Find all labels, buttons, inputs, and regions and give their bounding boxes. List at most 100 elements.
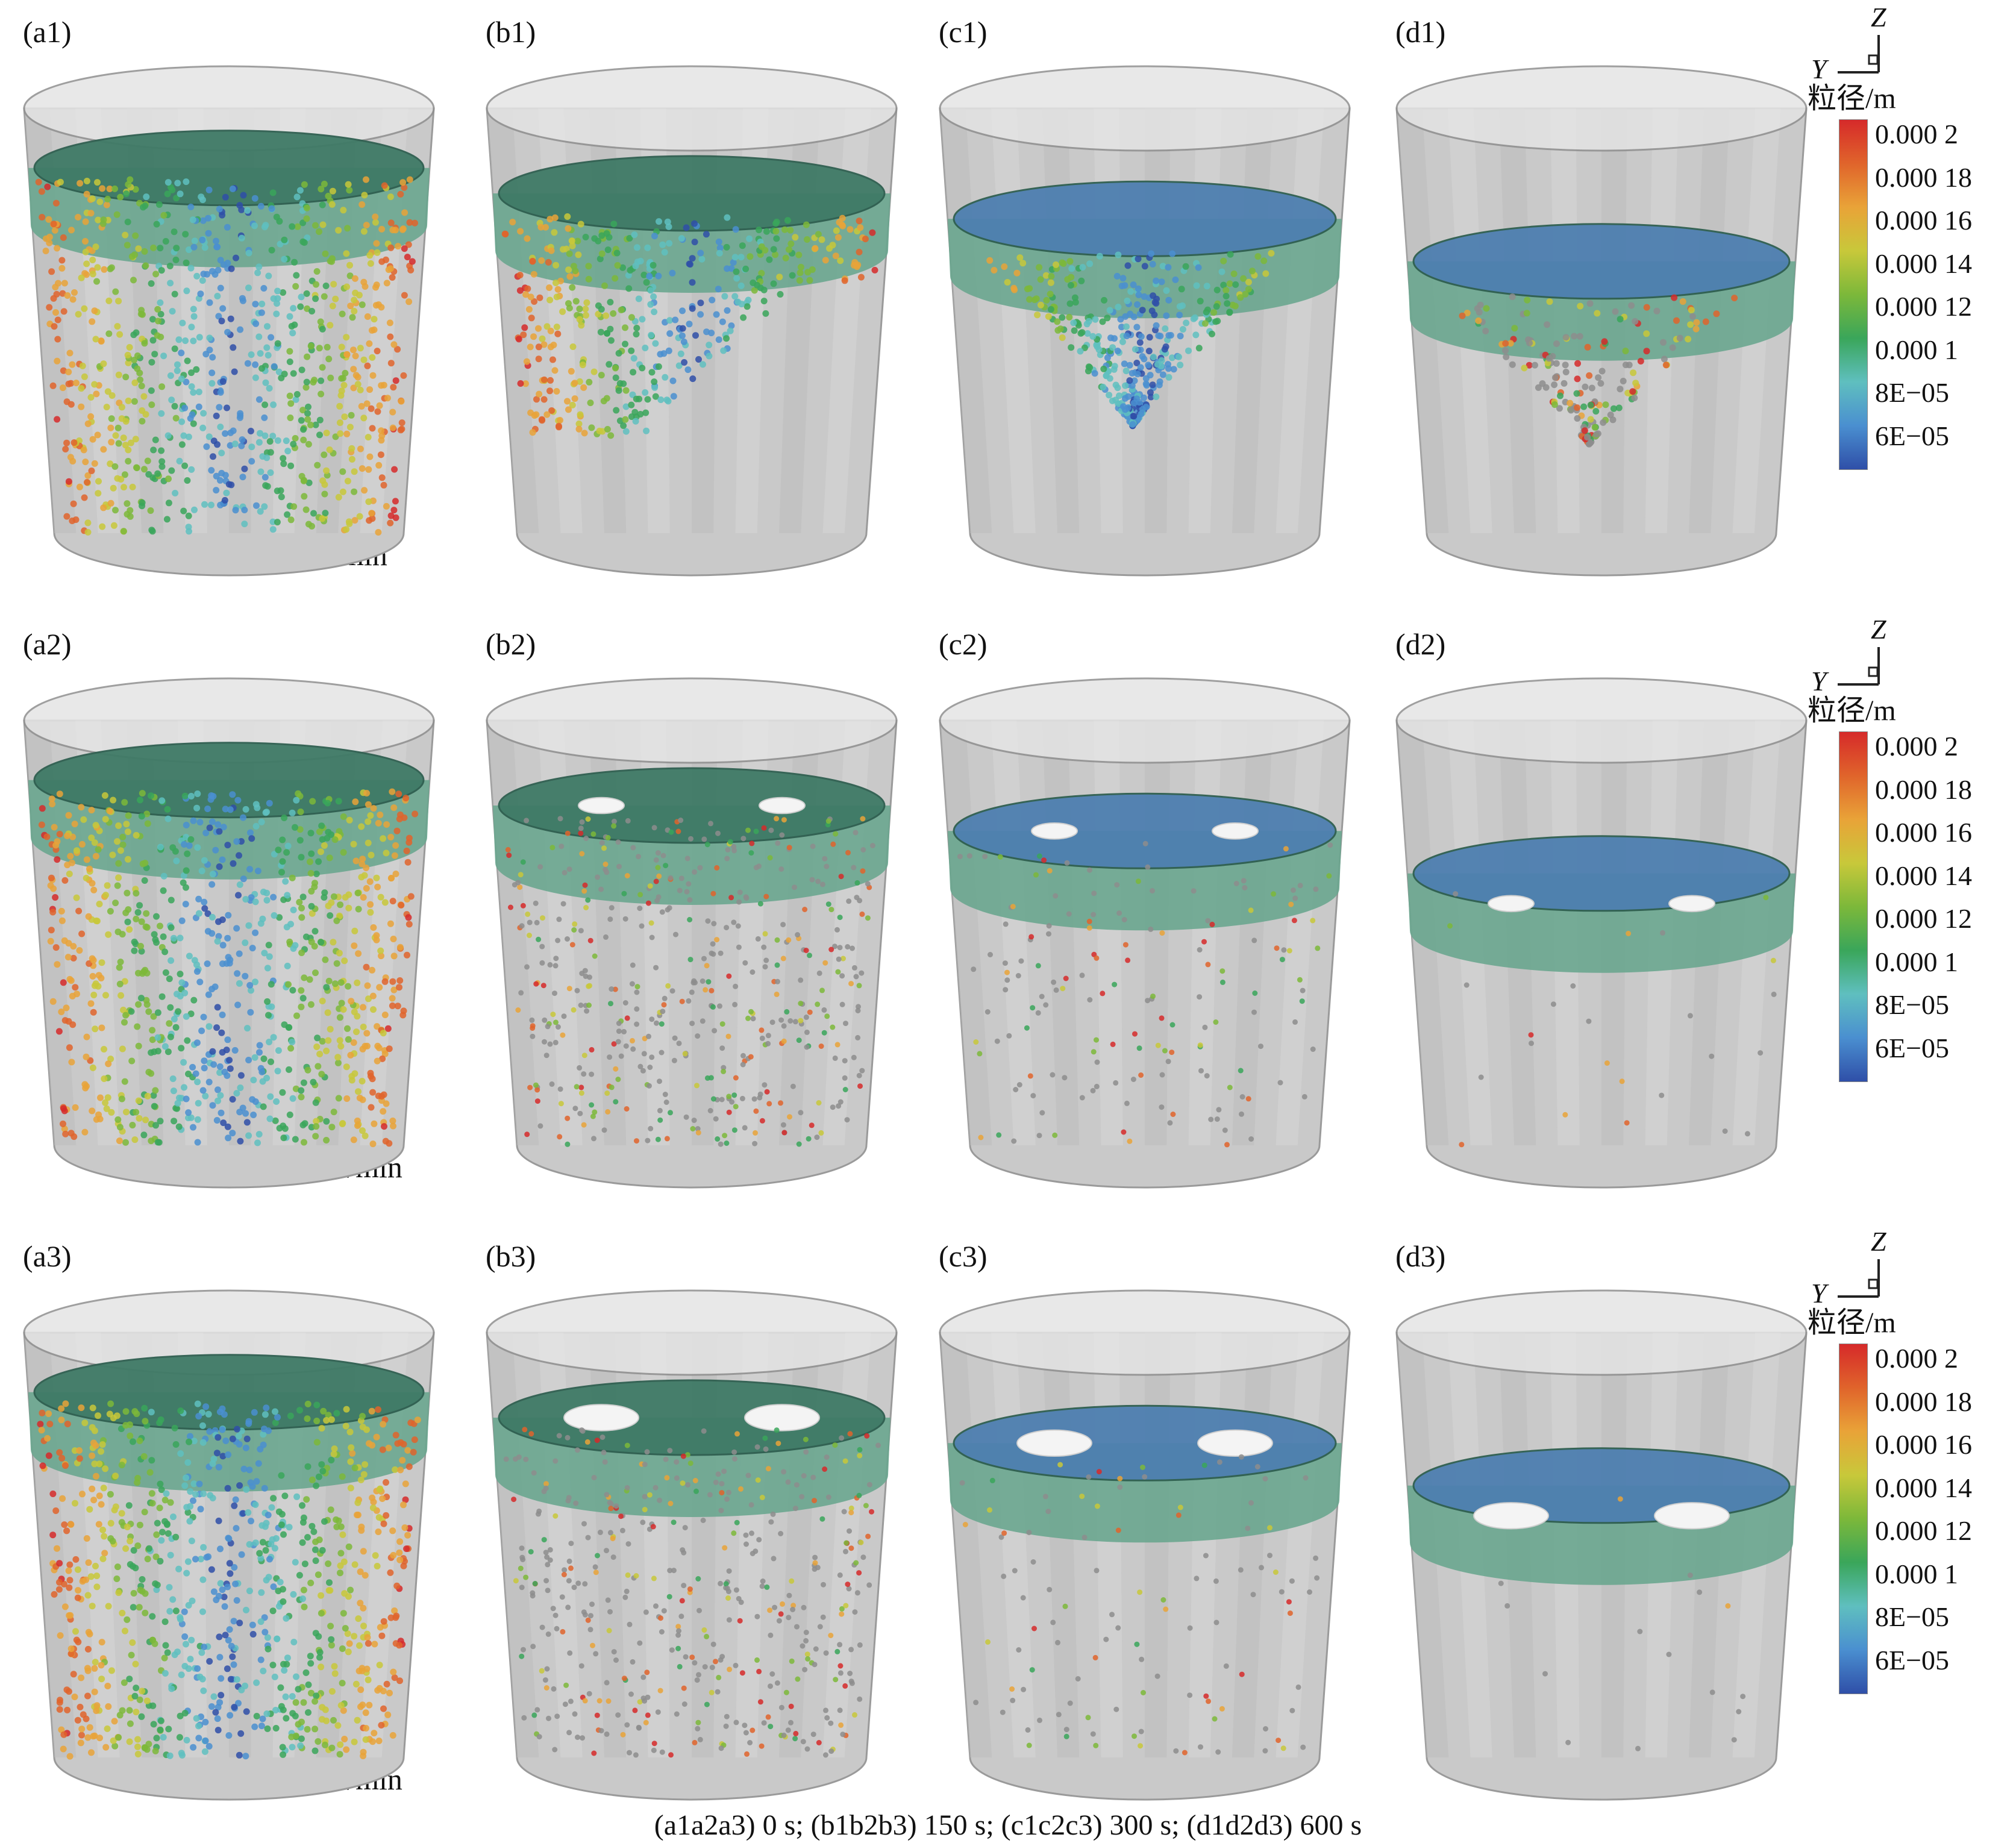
particle bbox=[642, 409, 650, 416]
particle bbox=[1110, 1041, 1116, 1047]
particle bbox=[857, 1453, 863, 1459]
particle bbox=[529, 258, 536, 265]
particle bbox=[202, 830, 210, 836]
particle bbox=[75, 311, 82, 318]
particle bbox=[666, 1594, 672, 1600]
particle bbox=[648, 1125, 654, 1131]
particle bbox=[187, 204, 195, 210]
particle bbox=[195, 389, 202, 395]
particle bbox=[567, 1650, 573, 1656]
particle bbox=[238, 1686, 245, 1694]
particle bbox=[258, 309, 265, 316]
particle bbox=[364, 362, 371, 369]
particle bbox=[648, 369, 656, 376]
particle bbox=[173, 245, 180, 252]
particle bbox=[628, 347, 635, 354]
particle bbox=[133, 1685, 140, 1692]
particle bbox=[337, 1043, 345, 1050]
particle bbox=[379, 1495, 386, 1502]
particle bbox=[1758, 1050, 1764, 1056]
particle bbox=[680, 1453, 686, 1459]
particle bbox=[214, 243, 221, 251]
panel-label-a1: (a1) bbox=[23, 15, 72, 49]
particle bbox=[206, 1428, 213, 1435]
particle bbox=[182, 231, 189, 238]
particle bbox=[1153, 393, 1160, 401]
particle bbox=[585, 897, 591, 903]
particle bbox=[188, 369, 195, 377]
particle bbox=[647, 301, 654, 308]
particle bbox=[183, 834, 190, 840]
particle bbox=[80, 816, 87, 823]
particle bbox=[381, 978, 389, 985]
particle bbox=[373, 1433, 380, 1441]
particle bbox=[1004, 977, 1010, 983]
particle bbox=[687, 1460, 693, 1466]
particle bbox=[246, 866, 253, 873]
particle bbox=[842, 1075, 848, 1081]
particle bbox=[640, 271, 648, 278]
particle bbox=[592, 1564, 598, 1570]
particle bbox=[595, 1553, 600, 1559]
particle bbox=[665, 223, 672, 230]
panel-label-c1: (c1) bbox=[939, 15, 988, 49]
particle bbox=[218, 318, 225, 325]
particle bbox=[378, 1093, 385, 1100]
particle bbox=[669, 1647, 675, 1653]
particle bbox=[1191, 314, 1198, 321]
particle bbox=[172, 1024, 180, 1031]
particle bbox=[524, 235, 531, 242]
particle bbox=[224, 1583, 231, 1591]
particle bbox=[362, 1461, 369, 1468]
particle bbox=[414, 1416, 421, 1424]
particle bbox=[295, 1686, 302, 1693]
particle bbox=[529, 1017, 535, 1023]
particle bbox=[219, 1049, 226, 1056]
particle bbox=[839, 973, 845, 979]
particle bbox=[165, 1726, 172, 1733]
particle bbox=[592, 953, 598, 959]
particle bbox=[131, 398, 138, 405]
particle bbox=[292, 1712, 299, 1719]
particle bbox=[313, 1123, 320, 1130]
particle bbox=[300, 1514, 307, 1521]
particle bbox=[196, 1673, 204, 1680]
particle bbox=[1122, 368, 1130, 375]
particle bbox=[293, 193, 301, 201]
particle bbox=[1043, 296, 1050, 304]
particle bbox=[355, 1088, 362, 1095]
particle bbox=[189, 1597, 196, 1604]
particle bbox=[582, 968, 588, 974]
particle bbox=[170, 934, 177, 942]
particle bbox=[547, 1041, 553, 1047]
particle bbox=[83, 1053, 90, 1060]
particle bbox=[233, 1090, 240, 1097]
particle bbox=[633, 1752, 639, 1758]
particle bbox=[378, 225, 386, 233]
particle bbox=[330, 939, 337, 946]
particle bbox=[260, 1103, 267, 1110]
particle bbox=[271, 1673, 278, 1680]
particle bbox=[67, 454, 74, 461]
particle bbox=[186, 1438, 193, 1445]
particle bbox=[247, 1009, 254, 1016]
particle bbox=[281, 1492, 289, 1500]
particle bbox=[608, 1501, 614, 1507]
particle bbox=[552, 1747, 558, 1753]
particle bbox=[143, 1697, 151, 1704]
particle bbox=[1092, 1654, 1098, 1660]
particle bbox=[505, 846, 511, 853]
particle bbox=[833, 227, 840, 234]
particle bbox=[760, 1578, 766, 1584]
particle bbox=[237, 1137, 244, 1145]
particle bbox=[1643, 330, 1650, 337]
particle bbox=[183, 867, 190, 874]
particle bbox=[350, 366, 357, 373]
particle bbox=[387, 920, 394, 927]
particle bbox=[303, 290, 310, 297]
particle bbox=[1653, 307, 1661, 314]
particle bbox=[345, 518, 352, 525]
particle bbox=[1133, 360, 1141, 366]
particle bbox=[340, 1006, 347, 1013]
particle bbox=[231, 1502, 238, 1509]
